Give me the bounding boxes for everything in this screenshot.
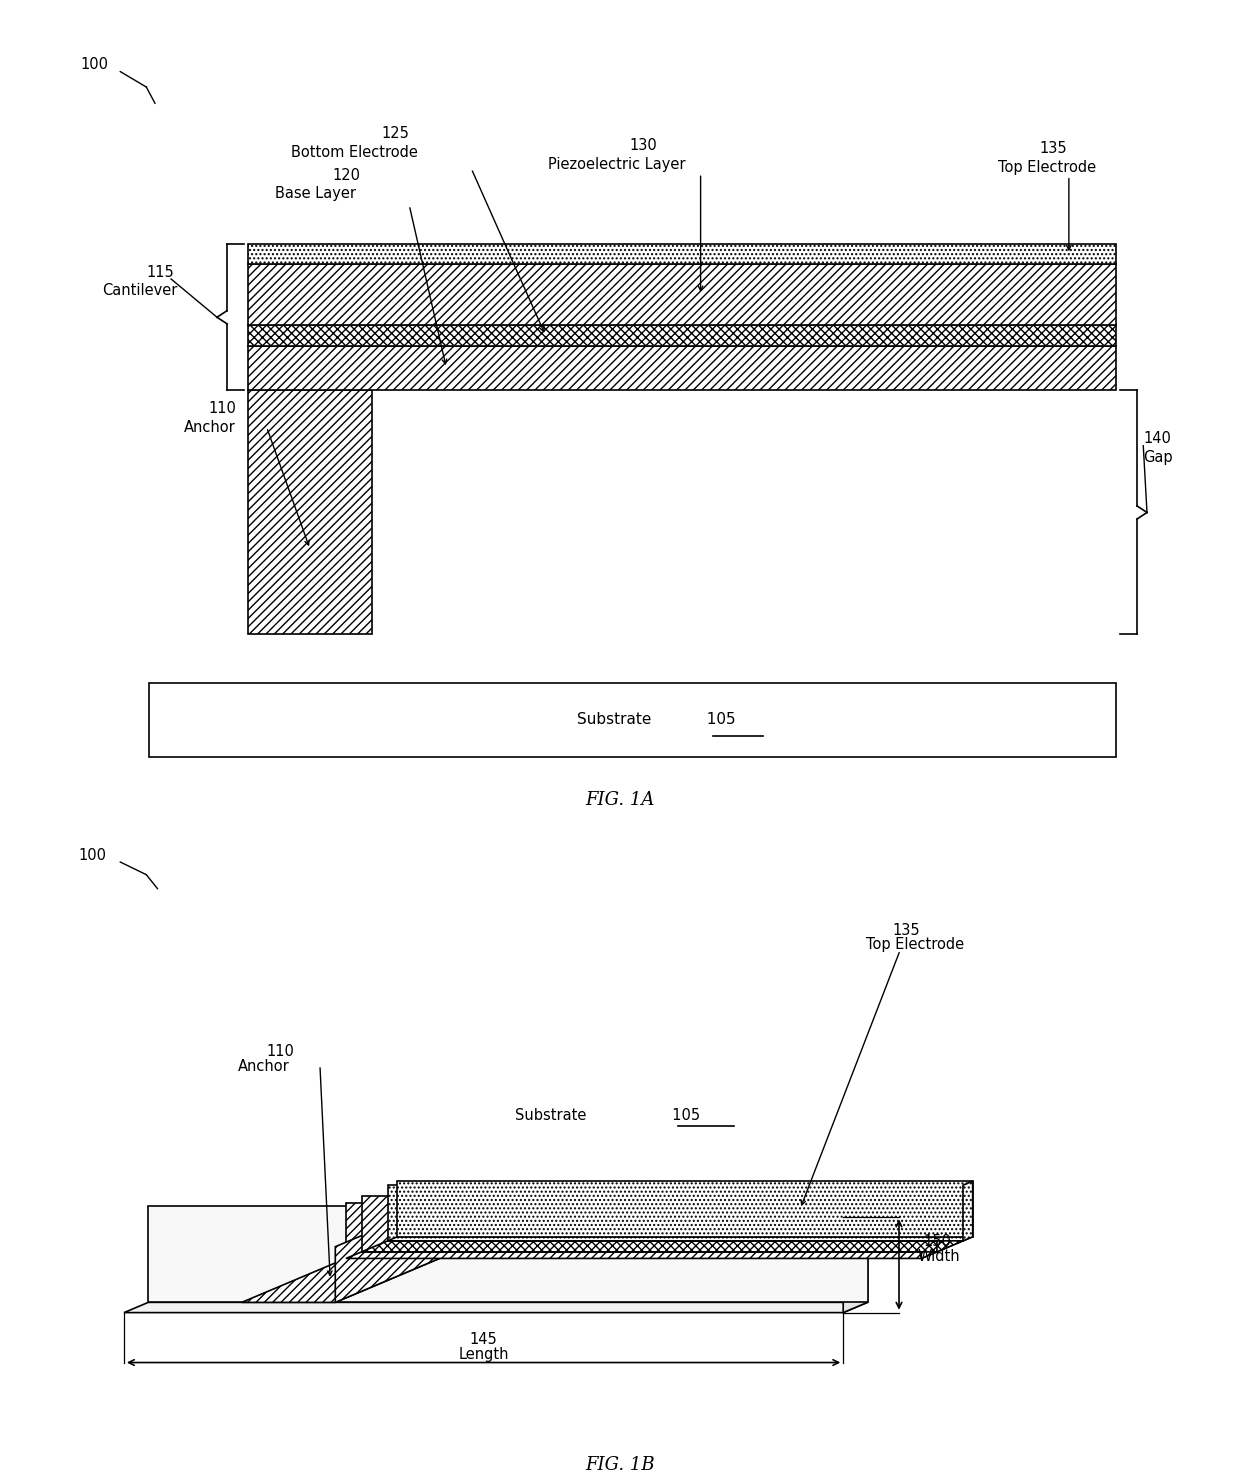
Text: 115: 115 xyxy=(146,265,174,280)
Text: 110: 110 xyxy=(208,401,236,416)
Bar xyxy=(248,346,1116,390)
Text: Top Electrode: Top Electrode xyxy=(998,160,1096,175)
Text: 110: 110 xyxy=(267,1044,294,1059)
Polygon shape xyxy=(242,1259,439,1303)
Text: 100: 100 xyxy=(81,58,109,72)
Text: Anchor: Anchor xyxy=(184,420,236,435)
Polygon shape xyxy=(362,1241,963,1251)
Bar xyxy=(149,683,1116,756)
Polygon shape xyxy=(388,1185,963,1241)
Text: Anchor: Anchor xyxy=(238,1059,290,1074)
Bar xyxy=(248,265,1116,325)
Polygon shape xyxy=(335,1202,439,1303)
Bar xyxy=(248,390,372,634)
Text: Width: Width xyxy=(918,1250,960,1265)
Polygon shape xyxy=(937,1185,963,1251)
Text: 105: 105 xyxy=(663,1108,701,1123)
Text: Substrate: Substrate xyxy=(515,1108,587,1123)
Text: Top Electrode: Top Electrode xyxy=(866,938,963,952)
Polygon shape xyxy=(963,1182,972,1241)
Text: FIG. 1A: FIG. 1A xyxy=(585,791,655,809)
Polygon shape xyxy=(397,1182,972,1236)
Text: 135: 135 xyxy=(1039,141,1066,155)
Polygon shape xyxy=(124,1303,868,1313)
Polygon shape xyxy=(843,1207,868,1313)
Polygon shape xyxy=(388,1236,972,1241)
Text: 145: 145 xyxy=(470,1333,497,1347)
Polygon shape xyxy=(346,1251,937,1259)
Text: Base Layer: Base Layer xyxy=(275,186,356,201)
Text: 120: 120 xyxy=(332,167,361,183)
Text: 105: 105 xyxy=(697,713,735,728)
Text: 130: 130 xyxy=(630,139,657,154)
Polygon shape xyxy=(346,1202,439,1259)
Text: Piezoelectric Layer: Piezoelectric Layer xyxy=(548,157,686,172)
Polygon shape xyxy=(921,1197,937,1259)
Text: FIG. 1B: FIG. 1B xyxy=(585,1455,655,1473)
Text: 140: 140 xyxy=(1143,432,1171,447)
Text: Bottom Electrode: Bottom Electrode xyxy=(291,145,418,160)
Polygon shape xyxy=(149,1207,868,1303)
Text: Cantilever: Cantilever xyxy=(102,284,177,299)
Bar xyxy=(248,325,1116,346)
Text: 125: 125 xyxy=(382,126,409,142)
Text: 150: 150 xyxy=(924,1233,951,1248)
Bar xyxy=(248,244,1116,265)
Polygon shape xyxy=(362,1197,937,1251)
Text: 100: 100 xyxy=(78,847,107,864)
Text: Substrate: Substrate xyxy=(577,713,651,728)
Text: 135: 135 xyxy=(893,923,920,938)
Text: Length: Length xyxy=(459,1347,508,1362)
Text: Gap: Gap xyxy=(1143,450,1173,464)
